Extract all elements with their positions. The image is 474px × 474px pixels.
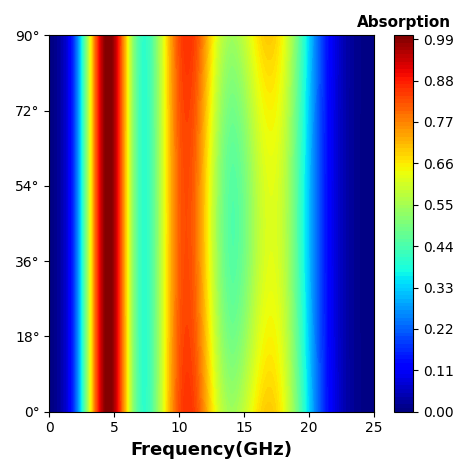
Title: Absorption: Absorption: [357, 15, 451, 30]
X-axis label: Frequency(GHz): Frequency(GHz): [131, 441, 293, 459]
